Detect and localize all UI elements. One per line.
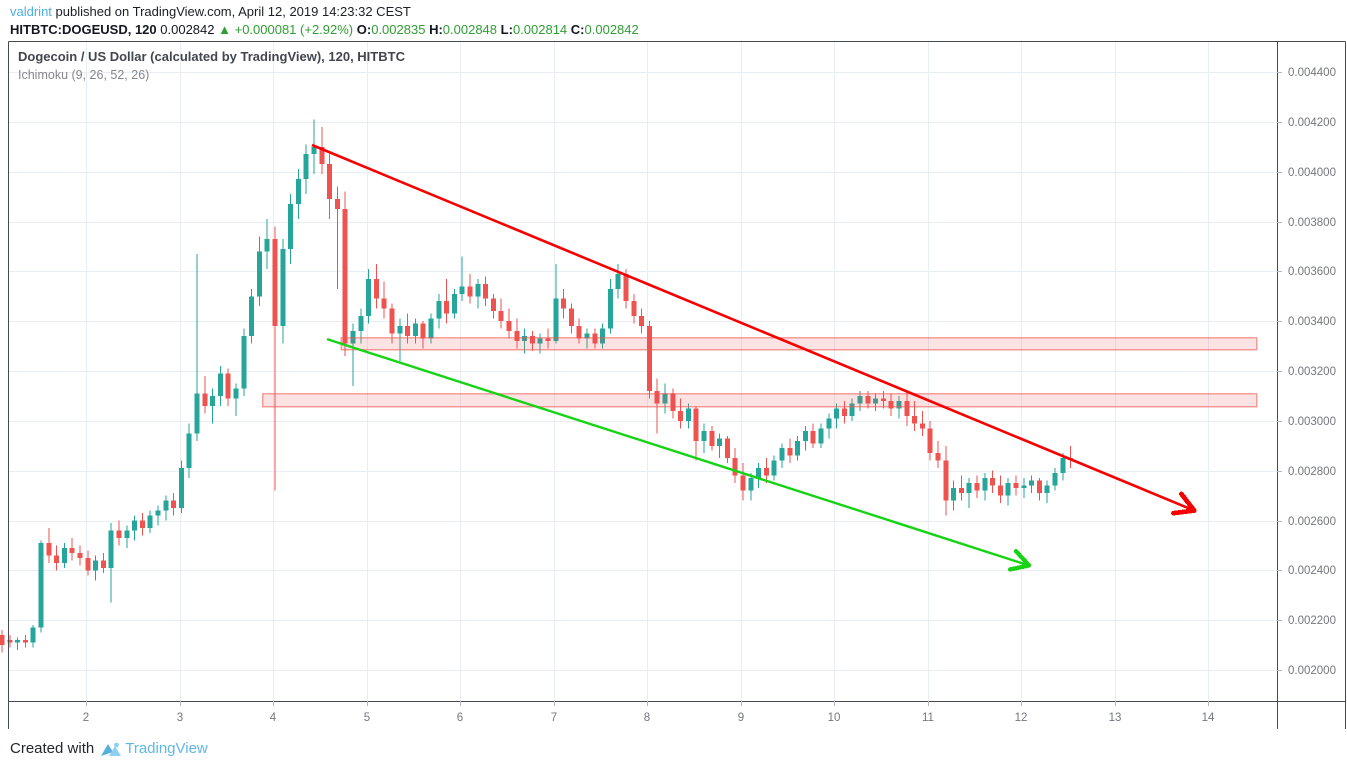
close-value: 0.002842 — [584, 22, 639, 37]
tradingview-link[interactable]: TradingView — [100, 740, 208, 757]
svg-text:2: 2 — [83, 712, 89, 724]
svg-text:7: 7 — [551, 712, 557, 724]
chart-legend: Dogecoin / US Dollar (calculated by Trad… — [18, 49, 405, 82]
photo-wall-shade — [827, 47, 897, 333]
snapshot-footer: Created with TradingView — [0, 729, 1347, 768]
grid-layer — [8, 41, 1277, 701]
svg-text:0.003600: 0.003600 — [1288, 266, 1336, 278]
high-value: 0.002848 — [442, 22, 498, 37]
svg-text:0.002200: 0.002200 — [1288, 615, 1336, 627]
low-value: 0.002814 — [512, 22, 568, 37]
dog-head — [955, 125, 1095, 275]
candlestick-layer — [0, 119, 1074, 653]
svg-text:5: 5 — [364, 712, 370, 724]
snapshot-header: valdrint published on TradingView.com, A… — [0, 0, 1347, 41]
svg-text:0.002400: 0.002400 — [1288, 565, 1336, 577]
svg-text:0.002600: 0.002600 — [1288, 516, 1336, 528]
publish-info-line: valdrint published on TradingView.com, A… — [10, 4, 411, 19]
svg-text:4: 4 — [270, 712, 277, 724]
svg-text:6: 6 — [457, 712, 463, 724]
green-downtrend-arrow — [326, 337, 1032, 572]
price-chart[interactable]: 0.004400 0.004200 0.004000 0.003800 0.003600… — [0, 0, 1347, 729]
low-label: L: — [500, 22, 513, 37]
trendline-arrows — [311, 143, 1197, 572]
pane-borders — [8, 41, 1346, 729]
price-axis-labels: 0.004400 0.004200 0.004000 0.003800 0.003600… — [1277, 67, 1336, 677]
lower-resistance-zone — [261, 393, 1258, 408]
svg-text:12: 12 — [1015, 712, 1028, 724]
svg-text:0.003200: 0.003200 — [1288, 366, 1336, 378]
created-with-label: Created with — [10, 740, 95, 757]
svg-text:8: 8 — [644, 712, 650, 724]
close-label: C: — [570, 22, 585, 37]
publish-info: published on TradingView.com, April 12, … — [51, 4, 411, 19]
open-label: O: — [356, 22, 372, 37]
svg-text:0.003400: 0.003400 — [1288, 316, 1336, 328]
shiba-dog — [855, 153, 1065, 338]
svg-text:0.004000: 0.004000 — [1288, 167, 1336, 179]
svg-text:13: 13 — [1109, 712, 1122, 724]
svg-text:0.004400: 0.004400 — [1288, 67, 1336, 79]
high-label: H: — [429, 22, 443, 37]
svg-text:0.003000: 0.003000 — [1288, 416, 1336, 428]
holding-hand — [827, 278, 1033, 333]
svg-text:14: 14 — [1202, 712, 1215, 724]
author-username[interactable]: valdrint — [10, 4, 52, 19]
chart-title: Dogecoin / US Dollar (calculated by Trad… — [18, 49, 405, 64]
svg-text:0.002800: 0.002800 — [1288, 466, 1336, 478]
photo-window — [1019, 47, 1113, 165]
tradingview-brand-label: TradingView — [125, 740, 208, 757]
last-price: 0.002842 — [160, 22, 215, 37]
svg-text:9: 9 — [738, 712, 744, 724]
time-axis-labels: 2 3 4 5 6 7 8 9 10 11 12 13 14 — [83, 701, 1215, 724]
ticker-symbol: HITBTC:DOGEUSD, 120 — [10, 22, 157, 37]
svg-text:0.002000: 0.002000 — [1288, 665, 1336, 677]
price-change: ▲ +0.000081 (+2.92%) — [218, 22, 354, 37]
photo-wall-background — [827, 47, 1113, 333]
red-downtrend-arrow — [311, 143, 1197, 516]
svg-text:3: 3 — [177, 712, 183, 724]
resistance-zones — [261, 337, 1258, 408]
svg-text:0.003800: 0.003800 — [1288, 217, 1336, 229]
ticker-status-line: HITBTC:DOGEUSD, 120 0.002842 ▲ +0.000081… — [10, 22, 639, 37]
svg-text:11: 11 — [922, 712, 934, 724]
indicator-label[interactable]: Ichimoku (9, 26, 52, 26) — [18, 68, 150, 82]
svg-text:0.004200: 0.004200 — [1288, 117, 1336, 129]
open-value: 0.002835 — [371, 22, 426, 37]
svg-text:10: 10 — [828, 712, 841, 724]
tradingview-logo-icon — [101, 742, 122, 756]
dog-photo — [827, 47, 1113, 357]
